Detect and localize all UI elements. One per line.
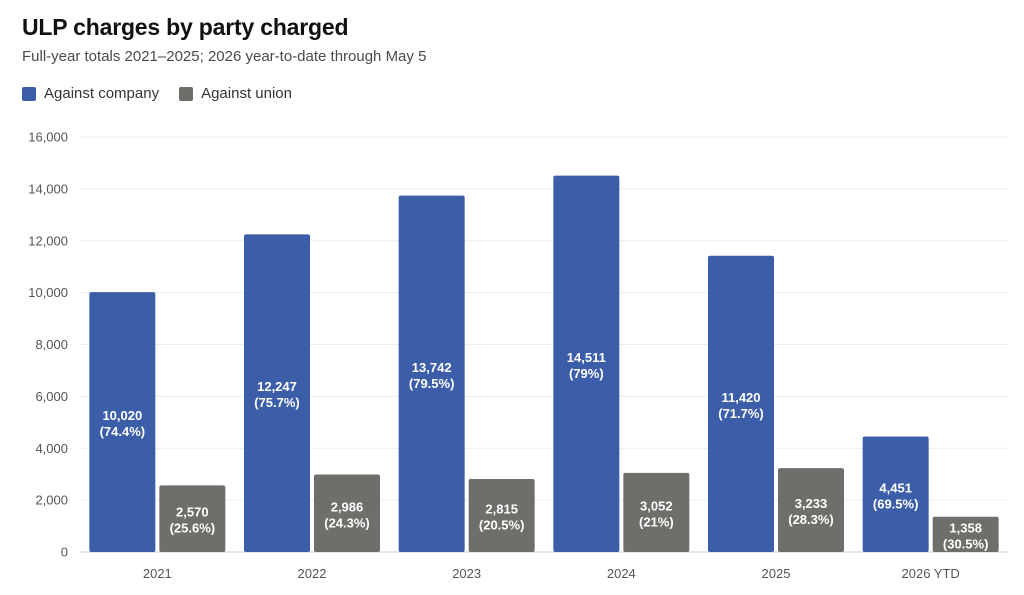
y-tick-label: 10,000	[28, 285, 68, 300]
bar-percent-label: (20.5%)	[479, 517, 525, 532]
bar-union	[932, 516, 999, 552]
legend-swatch-union	[179, 86, 194, 101]
y-tick-label: 4,000	[35, 441, 68, 456]
legend-label-company: Against company	[44, 85, 160, 102]
legend-item-union: Against union	[179, 85, 292, 102]
bar-company	[244, 234, 310, 552]
bar-union	[468, 478, 535, 552]
bar-company	[553, 175, 620, 552]
bar-percent-label: (71.7%)	[718, 406, 764, 421]
y-tick-label: 8,000	[35, 337, 68, 352]
y-tick-label: 0	[61, 545, 68, 560]
bar-percent-label: (79%)	[569, 366, 604, 381]
bar-value-label: 2,815	[485, 501, 518, 516]
chart-legend: Against company Against union	[22, 85, 312, 102]
y-tick-label: 2,000	[35, 493, 68, 508]
bar-value-label: 1,358	[949, 520, 982, 535]
x-category-label: 2022	[298, 566, 327, 581]
bar-percent-label: (25.6%)	[170, 521, 216, 536]
bar-percent-label: (28.3%)	[788, 512, 834, 527]
chart-subtitle: Full-year totals 2021–2025; 2026 year-to…	[22, 48, 427, 65]
bar-percent-label: (21%)	[639, 514, 674, 529]
bar-percent-label: (75.7%)	[254, 395, 300, 410]
bar-company	[708, 255, 774, 552]
bar-union	[314, 474, 380, 552]
bar-union	[159, 485, 226, 552]
bar-percent-label: (69.5%)	[873, 496, 919, 511]
bar-value-label: 2,570	[176, 505, 209, 520]
bar-value-label: 2,986	[331, 499, 364, 514]
legend-item-company: Against company	[22, 85, 159, 102]
bar-value-label: 10,020	[102, 408, 142, 423]
bar-value-label: 13,742	[412, 360, 452, 375]
bar-union	[778, 468, 844, 552]
x-category-label: 2021	[143, 566, 172, 581]
bar-value-label: 3,233	[795, 496, 828, 511]
bar-value-label: 14,511	[567, 350, 606, 365]
bar-company	[862, 436, 929, 552]
legend-label-union: Against union	[201, 85, 292, 102]
y-tick-label: 12,000	[28, 233, 68, 248]
bar-value-label: 11,420	[721, 390, 760, 405]
y-tick-label: 6,000	[35, 389, 68, 404]
bar-union	[623, 472, 690, 552]
bar-value-label: 12,247	[257, 379, 297, 394]
chart-title: ULP charges by party charged	[22, 14, 349, 40]
y-tick-label: 16,000	[28, 130, 68, 145]
bar-company	[398, 195, 465, 552]
bar-value-label: 4,451	[879, 480, 912, 495]
bar-percent-label: (30.5%)	[943, 536, 989, 551]
bar-percent-label: (79.5%)	[409, 376, 455, 391]
x-category-label: 2025	[762, 566, 791, 581]
y-tick-label: 14,000	[28, 181, 68, 196]
x-category-label: 2023	[452, 566, 481, 581]
bar-value-label: 3,052	[640, 498, 673, 513]
legend-swatch-company	[22, 86, 36, 101]
x-category-label: 2026 YTD	[902, 566, 960, 581]
bar-percent-label: (24.3%)	[324, 515, 370, 530]
bar-percent-label: (74.4%)	[100, 424, 146, 439]
bar-company	[89, 292, 156, 552]
x-category-label: 2024	[607, 566, 636, 581]
